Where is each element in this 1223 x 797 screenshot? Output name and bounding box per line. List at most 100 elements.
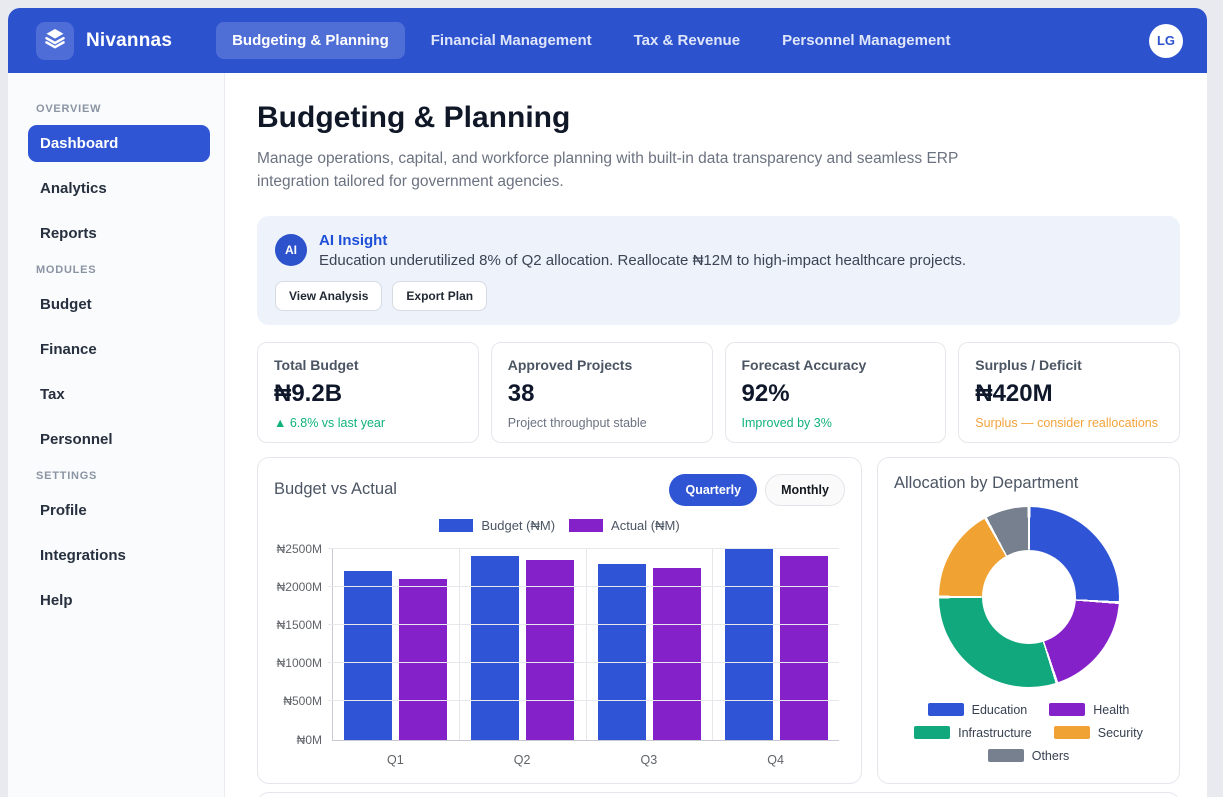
x-tick-label-q3: Q3	[640, 752, 658, 767]
main-content: Budgeting & Planning Manage operations, …	[225, 73, 1207, 797]
stat-card-forecast-accuracy: Forecast Accuracy 92% Improved by 3%	[724, 341, 947, 443]
bar-group-q4	[713, 548, 839, 740]
sidebar-item-finance[interactable]: Finance	[40, 341, 97, 358]
stat-value: 38	[507, 379, 535, 407]
sidebar-item-analytics[interactable]: Analytics	[40, 180, 107, 197]
nav-tab-personnel-management[interactable]: Personnel Management	[782, 32, 951, 49]
sidebar-item-help[interactable]: Help	[40, 592, 73, 609]
gridline	[328, 623, 839, 625]
legend-label: Infrastructure	[958, 725, 1032, 740]
gridline	[328, 585, 839, 587]
stat-value: ₦420M	[975, 379, 1053, 407]
bar-budget-m-q3	[597, 563, 646, 740]
x-tick-label-q1: Q1	[387, 752, 404, 767]
donut-legend-item-others: Others	[987, 749, 1069, 763]
sidebar-item-personnel[interactable]: Personnel	[40, 431, 113, 448]
monthly-toggle-button[interactable]: Monthly	[765, 473, 845, 506]
legend-swatch	[987, 749, 1024, 762]
app-window: Nivannas Budgeting & Planning Financial M…	[8, 8, 1207, 797]
donut-chart	[938, 506, 1119, 687]
allocation-by-department-card: Allocation by Department Education Health…	[877, 456, 1180, 784]
y-tick-label: ₦2000M	[276, 579, 322, 594]
legend-swatch	[439, 518, 474, 532]
bar-actual-m-q3	[652, 567, 701, 740]
ai-insight-title: AI Insight	[319, 231, 388, 249]
nav-tab-tax-revenue[interactable]: Tax & Revenue	[633, 32, 741, 49]
legend-label: Education	[971, 702, 1028, 717]
sidebar-section-modules: MODULES	[36, 264, 97, 276]
stat-label: Surplus / Deficit	[975, 356, 1082, 373]
next-section-card-partial	[257, 791, 1180, 797]
legend-swatch	[1053, 726, 1090, 739]
donut-legend-item-security: Security	[1053, 725, 1143, 740]
bar-group-q2	[460, 548, 587, 740]
donut-legend-item-infrastructure: Infrastructure	[914, 726, 1032, 740]
sidebar-item-profile[interactable]: Profile	[40, 502, 87, 519]
legend-item-actual-m: Actual (₦M)	[569, 518, 680, 533]
bar-chart-plot-area: ₦0M ₦500M ₦1000M ₦1500M ₦2000M ₦2500M	[277, 542, 839, 747]
legend-swatch	[569, 518, 604, 532]
y-tick-label: ₦2500M	[276, 541, 322, 556]
sidebar-item-dashboard[interactable]: Dashboard	[28, 125, 210, 162]
brand: Nivannas	[36, 21, 173, 60]
bar-chart-title: Budget vs Actual	[274, 480, 397, 498]
donut-chart-title: Allocation by Department	[894, 473, 1079, 492]
ai-badge-icon: AI	[275, 233, 307, 266]
export-plan-button[interactable]: Export Plan	[392, 280, 488, 311]
sidebar-section-settings: SETTINGS	[36, 470, 98, 482]
sidebar: OVERVIEW Dashboard Analytics Reports MODULES…	[8, 73, 225, 797]
quarterly-toggle-button[interactable]: Quarterly	[669, 473, 758, 506]
legend-label: Security	[1097, 725, 1143, 740]
sidebar-item-integrations[interactable]: Integrations	[40, 547, 126, 564]
legend-label: Budget (₦M)	[481, 517, 556, 533]
bar-budget-m-q4	[724, 548, 773, 740]
gridline	[328, 662, 839, 664]
stat-label: Forecast Accuracy	[741, 356, 867, 373]
stat-value: 92%	[741, 379, 790, 407]
y-tick-label: ₦1000M	[276, 656, 322, 671]
stat-card-total-budget: Total Budget ₦9.2B ▲ 6.8% vs last year	[257, 341, 479, 443]
user-avatar[interactable]: LG	[1149, 23, 1183, 58]
stat-label: Total Budget	[274, 356, 359, 373]
legend-item-budget-m: Budget (₦M)	[439, 518, 555, 533]
top-navbar: Nivannas Budgeting & Planning Financial M…	[8, 8, 1207, 73]
legend-label: Actual (₦M)	[611, 517, 680, 533]
bar-chart-legend: Budget (₦M) Actual (₦M)	[274, 518, 845, 533]
legend-swatch	[1049, 703, 1086, 716]
legend-swatch	[927, 703, 964, 716]
x-tick-label-q4: Q4	[767, 752, 784, 767]
gridline	[328, 547, 839, 549]
nav-tab-budgeting-planning[interactable]: Budgeting & Planning	[216, 22, 405, 59]
ai-insight-message: Education underutilized 8% of Q2 allocat…	[319, 251, 967, 269]
ai-insight-card: AI AI Insight Education underutilized 8%…	[257, 215, 1180, 325]
page-subtitle: Manage operations, capital, and workforc…	[257, 150, 959, 191]
stat-note: Improved by 3%	[741, 415, 832, 430]
stat-value: ₦9.2B	[274, 379, 343, 407]
bar-chart: ₦0M ₦500M ₦1000M ₦1500M ₦2000M ₦2500M Q1 Q2 Q3 Q…	[274, 541, 845, 767]
stat-card-surplus-deficit: Surplus / Deficit ₦420M Surplus — consider…	[958, 341, 1180, 443]
stats-row: Total Budget ₦9.2B ▲ 6.8% vs last year Appr…	[257, 341, 1180, 443]
page-title: Budgeting & Planning	[257, 101, 571, 134]
bar-budget-m-q2	[471, 556, 520, 740]
bar-group-q3	[587, 548, 714, 740]
donut-chart-legend: Education Health Infrastructure Security Oth…	[894, 703, 1163, 763]
legend-swatch	[914, 726, 951, 739]
sidebar-item-reports[interactable]: Reports	[40, 225, 97, 242]
view-analysis-button[interactable]: View Analysis	[275, 280, 383, 311]
sidebar-item-tax[interactable]: Tax	[40, 386, 65, 403]
donut-hole	[981, 549, 1076, 644]
logo-tile	[36, 21, 74, 60]
bar-budget-m-q1	[344, 571, 393, 740]
gridline	[328, 700, 839, 702]
budget-vs-actual-card: Budget vs Actual Quarterly Monthly Budge…	[257, 456, 862, 784]
y-tick-label: ₦500M	[283, 694, 322, 709]
bar-actual-m-q1	[399, 579, 448, 740]
layers-icon	[43, 26, 67, 55]
bar-chart-x-axis: Q1 Q2 Q3 Q4	[332, 753, 839, 767]
stat-note: Project throughput stable	[507, 415, 647, 430]
nav-tab-financial-management[interactable]: Financial Management	[430, 32, 592, 49]
sidebar-section-overview: OVERVIEW	[36, 103, 102, 115]
sidebar-item-budget[interactable]: Budget	[40, 296, 92, 313]
brand-name: Nivannas	[86, 29, 173, 51]
